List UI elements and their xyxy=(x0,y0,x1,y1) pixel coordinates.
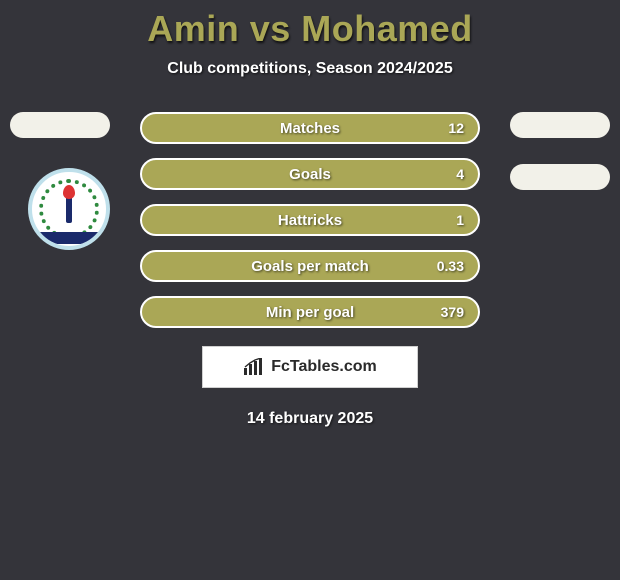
player-left-pill xyxy=(10,112,110,138)
stat-row: Goals per match 0.33 xyxy=(140,250,480,282)
bar-chart-icon xyxy=(243,358,265,376)
stat-label: Goals xyxy=(289,166,331,183)
stat-label: Hattricks xyxy=(278,212,342,229)
brand-text: FcTables.com xyxy=(271,358,377,376)
page-title: Amin vs Mohamed xyxy=(0,8,620,50)
torch-icon xyxy=(66,195,72,223)
stat-row: Hattricks 1 xyxy=(140,204,480,236)
stat-right-value: 1 xyxy=(456,212,464,228)
player-right-pill-1 xyxy=(510,112,610,138)
stat-label: Goals per match xyxy=(251,258,369,275)
stat-row: Matches 12 xyxy=(140,112,480,144)
brand-box[interactable]: FcTables.com xyxy=(202,346,418,388)
date-text: 14 february 2025 xyxy=(0,410,620,428)
club-crest xyxy=(28,168,110,250)
club-crest-inner xyxy=(38,178,100,240)
flame-icon xyxy=(63,185,75,199)
ribbon-icon xyxy=(37,232,101,244)
stat-row: Min per goal 379 xyxy=(140,296,480,328)
stats-area: Matches 12 Goals 4 Hattricks 1 Goals per… xyxy=(0,112,620,328)
stat-row: Goals 4 xyxy=(140,158,480,190)
comparison-card: Amin vs Mohamed Club competitions, Seaso… xyxy=(0,0,620,428)
stat-right-value: 0.33 xyxy=(437,258,464,274)
subtitle: Club competitions, Season 2024/2025 xyxy=(0,60,620,78)
stat-label: Min per goal xyxy=(266,304,354,321)
stat-right-value: 4 xyxy=(456,166,464,182)
stat-label: Matches xyxy=(280,120,340,137)
stat-right-value: 379 xyxy=(441,304,464,320)
player-right-pill-2 xyxy=(510,164,610,190)
stat-right-value: 12 xyxy=(448,120,464,136)
